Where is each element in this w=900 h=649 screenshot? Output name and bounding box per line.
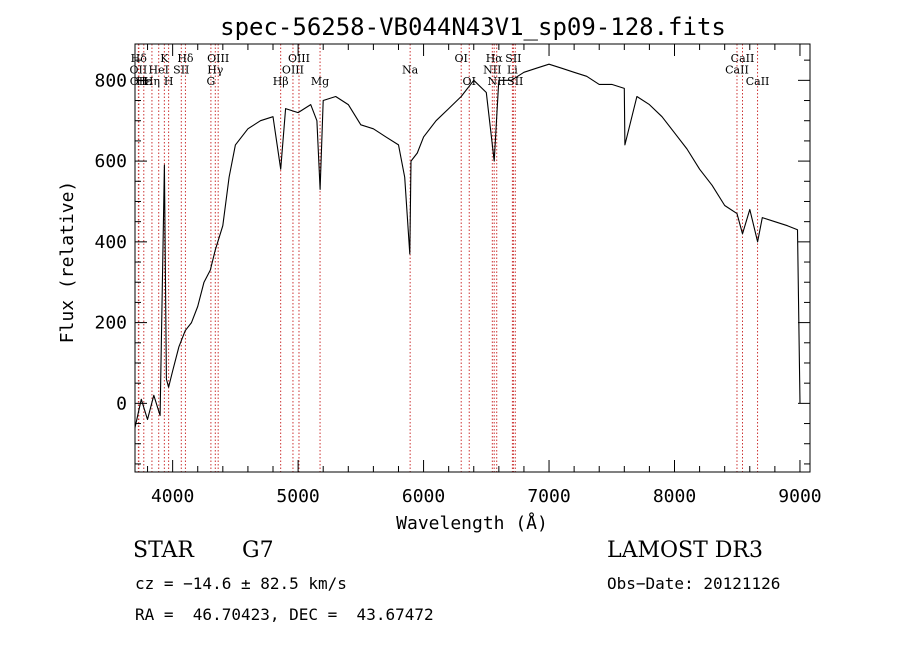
chart-title: spec-56258-VB044N43V1_sp09-128.fits [220,13,726,41]
line-label-15: OIII [288,52,310,65]
line-label-19: OI [463,75,476,88]
line-label-20: NII [483,64,501,77]
line-label-18: OI [455,52,468,65]
x-tick-label-4: 8000 [653,486,696,507]
line-label-5: HeI [148,64,168,77]
y-tick-label-4: 800 [94,70,127,91]
line-label-17: Na [402,64,419,77]
line-label-8: Hδ [177,52,194,65]
x-tick-label-2: 6000 [402,486,445,507]
y-tick-label-1: 200 [94,313,127,334]
line-label-27: CaII [731,52,755,65]
line-label-10: OIII [207,52,229,65]
obs-date: Obs−Date: 20121126 [607,574,781,593]
y-tick-label-3: 600 [94,151,127,172]
x-tick-label-0: 4000 [151,486,194,507]
line-label-23: SII [505,52,521,65]
y-tick-label-2: 400 [94,232,127,253]
emission-line-markers [137,44,759,472]
line-label-12: G [207,75,216,88]
spectrum-line [134,63,801,428]
line-label-22: NII [488,75,506,88]
y-axis-label: Flux (relative) [57,181,78,344]
line-label-25: SII [507,75,523,88]
line-label-1: OII [130,64,148,77]
x-tick-label-1: 5000 [276,486,319,507]
y-axis-ticks: 0 200 400 600 800 [94,59,810,465]
line-label-28: CaII [746,75,770,88]
x-axis-ticks: 4000 5000 6000 7000 8000 9000 [147,44,822,507]
coordinates: RA = 46.70423, DEC = 43.67472 [135,605,434,624]
x-axis-label: Wavelength (Å) [396,512,548,534]
line-label-26: CaII [725,64,749,77]
line-label-24: Li [507,64,518,77]
redshift-value: cz = −14.6 ± 82.5 km/s [135,574,347,593]
line-label-14: OIII [282,64,304,77]
line-label-21: Hα [486,52,504,65]
x-tick-label-5: 9000 [778,486,821,507]
subclass-label: G7 [242,538,274,563]
line-label-16: Mg [311,75,329,88]
x-tick-label-3: 7000 [527,486,570,507]
line-label-4: K [160,52,169,65]
survey-label: LAMOST DR3 [607,538,763,563]
line-label-7: Hη [144,75,160,88]
class-label: STAR [133,538,194,563]
line-label-6: H [164,75,174,88]
line-label-13: Hβ [273,75,289,88]
y-tick-label-0: 0 [116,393,127,414]
line-label-11: Hγ [207,64,224,77]
line-label-9: SII [173,64,189,77]
plot-frame [134,43,811,473]
line-label-2: OII [130,75,148,88]
line-label-3: Hε [136,75,152,88]
